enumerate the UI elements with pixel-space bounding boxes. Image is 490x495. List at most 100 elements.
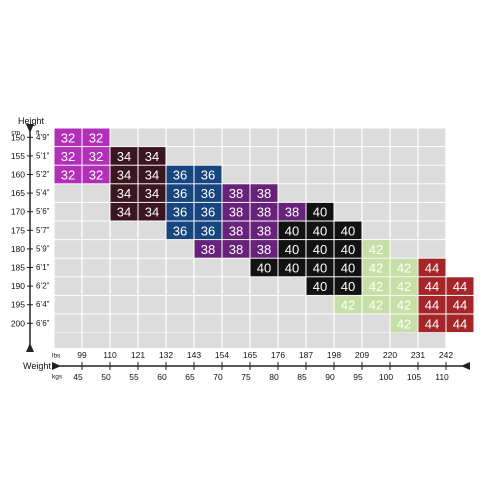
size-cell-label: 38 (257, 223, 271, 238)
size-cell (390, 295, 418, 314)
size-cell-label: 38 (229, 223, 243, 238)
size-cell (334, 277, 362, 295)
grid-cell (54, 295, 82, 314)
x-tick-label-kgs: 45 (73, 372, 83, 382)
grid-cell (362, 147, 390, 165)
x-tick-label-kgs: 50 (101, 372, 111, 382)
grid-cell (138, 221, 166, 240)
size-cell (278, 240, 306, 258)
grid-cell (418, 240, 446, 258)
grid-cell (110, 258, 138, 277)
grid-cell (334, 184, 362, 202)
x-tick-label-lbs: 176 (271, 350, 285, 360)
size-cell-label: 32 (89, 130, 103, 145)
grid-cell (222, 258, 250, 277)
size-cell-label: 36 (201, 205, 215, 220)
size-cell-label: 34 (145, 168, 159, 183)
size-cell-label: 42 (397, 279, 411, 294)
size-cell-label: 34 (117, 186, 131, 201)
grid-cell (110, 128, 138, 147)
grid-cell (390, 165, 418, 184)
size-cell-label: 44 (453, 298, 467, 313)
x-tick-label-kgs: 60 (157, 372, 167, 382)
size-cell-label: 38 (257, 242, 271, 257)
size-cell (306, 240, 334, 258)
size-cell (418, 258, 446, 277)
y-tick-label-cm: 180 (11, 244, 25, 254)
size-cell-label: 34 (117, 149, 131, 164)
grid-cell (82, 202, 110, 221)
x-tick-label-lbs: 198 (327, 350, 341, 360)
size-cell-label: 38 (229, 186, 243, 201)
y-tick-label-cm: 175 (11, 225, 25, 235)
size-cell (194, 240, 222, 258)
size-cell-label: 40 (285, 223, 299, 238)
size-cell (82, 128, 110, 147)
grid-cell (82, 221, 110, 240)
grid-cell (250, 314, 278, 333)
size-cell-label: 32 (61, 168, 75, 183)
size-cell-label: 42 (369, 279, 383, 294)
y-tick-label-ft: 5’4” (36, 189, 50, 198)
grid-cell (110, 277, 138, 295)
x-axis-title: Weight (23, 361, 51, 371)
size-cell-label: 36 (173, 186, 187, 201)
size-cell (194, 184, 222, 202)
grid-cell (194, 295, 222, 314)
size-cell-label: 34 (145, 149, 159, 164)
size-cell (222, 202, 250, 221)
grid-cell (306, 128, 334, 147)
size-cell-label: 38 (285, 205, 299, 220)
size-cell (306, 202, 334, 221)
size-cell (138, 147, 166, 165)
y-tick-label-ft: 6’1” (36, 263, 50, 272)
size-cell-label: 38 (257, 205, 271, 220)
size-cell-label: 44 (425, 279, 439, 294)
grid-cell (278, 314, 306, 333)
size-cell-label: 38 (201, 242, 215, 257)
grid-cell (362, 165, 390, 184)
grid-cell (166, 128, 194, 147)
grid-cell (222, 277, 250, 295)
grid-cell (278, 184, 306, 202)
grid-cell (54, 221, 82, 240)
x-tick-label-kgs: 90 (325, 372, 335, 382)
grid-cell (390, 128, 418, 147)
y-tick-label-ft: 5’6” (36, 207, 50, 216)
size-cell (222, 221, 250, 240)
grid-cell (82, 258, 110, 277)
x-tick-label-kgs: 55 (129, 372, 139, 382)
y-tick-label-ft: 5’2” (36, 170, 50, 179)
size-cell-label: 34 (145, 186, 159, 201)
grid-cell (166, 240, 194, 258)
size-cell (250, 184, 278, 202)
grid-cell (54, 277, 82, 295)
size-cell (446, 314, 474, 333)
size-cell-label: 42 (397, 261, 411, 276)
size-cell-label: 34 (117, 168, 131, 183)
y-tick-label-ft: 4’9” (36, 133, 50, 142)
size-cell (166, 221, 194, 240)
grid-cell (110, 240, 138, 258)
x-tick-label-kgs: 65 (185, 372, 195, 382)
grid-cell (334, 147, 362, 165)
size-cell-label: 34 (117, 205, 131, 220)
x-axis-unit-lbs: lbs (52, 353, 61, 360)
x-tick-label-lbs: 242 (439, 350, 453, 360)
grid-cell (222, 314, 250, 333)
grid-cell (250, 165, 278, 184)
size-cell (418, 314, 446, 333)
y-tick-label-ft: 6’4” (36, 300, 50, 309)
x-axis-arrow-right (461, 362, 470, 370)
size-cell (390, 314, 418, 333)
size-cell (278, 202, 306, 221)
y-tick-label-cm: 170 (11, 207, 25, 217)
size-cell (82, 147, 110, 165)
size-cell (54, 165, 82, 184)
grid-cell (334, 128, 362, 147)
grid-cell (306, 147, 334, 165)
x-tick-label-lbs: 220 (383, 350, 397, 360)
x-tick-label-kgs: 95 (353, 372, 363, 382)
